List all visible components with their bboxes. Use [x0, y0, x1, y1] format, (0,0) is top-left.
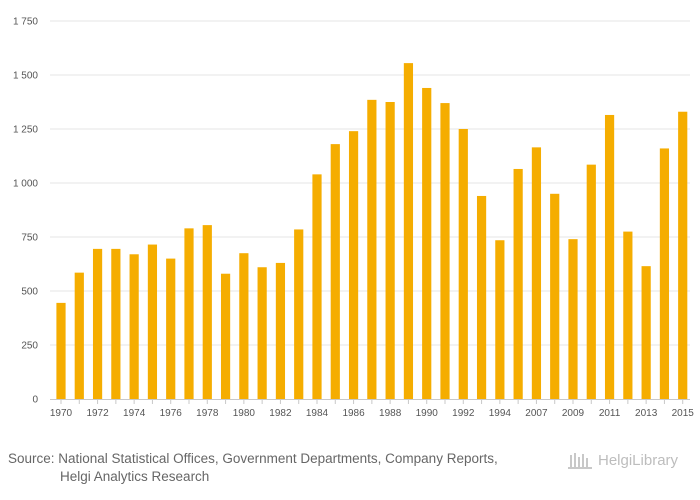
y-tick-label: 1 750 [13, 17, 38, 28]
x-tick-label: 1992 [452, 408, 475, 419]
x-tick-label: 1986 [342, 408, 365, 419]
bar-1988[interactable] [385, 102, 395, 399]
logo-text: HelgiLibrary [598, 451, 679, 469]
x-tick-label: 1976 [160, 408, 183, 419]
x-tick-label: 2015 [672, 408, 695, 419]
x-tick-label: 1988 [379, 408, 402, 419]
helgi-library-logo[interactable]: HelgiLibrary [568, 450, 678, 470]
x-tick-label: 2009 [562, 408, 585, 419]
bar-1987[interactable] [367, 99, 377, 399]
y-tick-label: 1 250 [13, 125, 38, 136]
bar-2009[interactable] [568, 239, 578, 399]
y-tick-label: 750 [21, 233, 38, 244]
bar-1970[interactable] [56, 302, 66, 399]
bar-1978[interactable] [202, 225, 212, 399]
bar-1979[interactable] [220, 273, 231, 399]
bar-1990[interactable] [422, 87, 432, 400]
bar-1972[interactable] [92, 248, 103, 399]
bars [56, 63, 688, 400]
helgi-logo-icon [568, 453, 592, 469]
y-tick-label: 0 [32, 395, 38, 406]
bar-1975[interactable] [147, 244, 158, 399]
x-axis-ticks: 1970 1972 1974 1976 1978 1980 1982 1984 1986 1988… [50, 399, 694, 419]
bar-2011[interactable] [604, 114, 615, 400]
bar-1989[interactable] [403, 63, 414, 400]
bar-1974[interactable] [129, 254, 139, 399]
bar-1985[interactable] [330, 144, 340, 399]
x-tick-label: 1990 [416, 408, 439, 419]
bar-1982[interactable] [275, 262, 286, 399]
bar-1977[interactable] [184, 228, 194, 399]
bar-1986[interactable] [348, 131, 359, 399]
x-tick-label: 1980 [233, 408, 256, 419]
y-axis-tick-labels: 0 250 500 750 1 000 1 250 1 500 1 750 [13, 17, 38, 406]
bar-2007[interactable] [531, 147, 542, 399]
bar-1980[interactable] [239, 253, 249, 399]
bar-2013[interactable] [641, 266, 651, 399]
bar-1993[interactable] [476, 195, 487, 399]
bar-2012[interactable] [623, 231, 633, 399]
y-tick-label: 250 [21, 341, 38, 352]
x-tick-label: 2011 [599, 408, 621, 419]
x-tick-label: 1982 [269, 408, 292, 419]
bar-1983[interactable] [294, 229, 304, 399]
source-line-1: Source: National Statistical Offices, Go… [8, 451, 498, 466]
bar-1992[interactable] [458, 129, 468, 399]
x-tick-label: 1970 [50, 408, 73, 419]
bar-2014[interactable] [659, 148, 670, 399]
x-tick-label: 2013 [635, 408, 658, 419]
bar-1976[interactable] [166, 258, 176, 399]
x-tick-label: 2007 [525, 408, 548, 419]
bar-2010[interactable] [586, 164, 596, 399]
source-line-2: Helgi Analytics Research [60, 469, 210, 484]
bar-1994[interactable] [495, 240, 505, 399]
bar-1991[interactable] [440, 103, 450, 399]
bar-1973[interactable] [111, 248, 121, 399]
x-tick-label: 1984 [306, 408, 329, 419]
bar-1971[interactable] [74, 272, 84, 399]
bar-1995[interactable] [513, 168, 523, 399]
x-tick-label: 1978 [196, 408, 219, 419]
bar-1984[interactable] [312, 174, 322, 399]
bar-2008[interactable] [550, 193, 560, 399]
x-tick-label: 1974 [123, 408, 146, 419]
source-note: Source: National Statistical Offices, Go… [8, 450, 568, 486]
x-tick-label: 1994 [489, 408, 512, 419]
y-tick-label: 1 500 [13, 71, 38, 82]
y-tick-label: 500 [21, 287, 38, 298]
bar-2015[interactable] [678, 111, 688, 399]
bar-1981[interactable] [257, 267, 267, 399]
y-tick-label: 1 000 [13, 179, 38, 190]
x-tick-label: 1972 [86, 408, 109, 419]
